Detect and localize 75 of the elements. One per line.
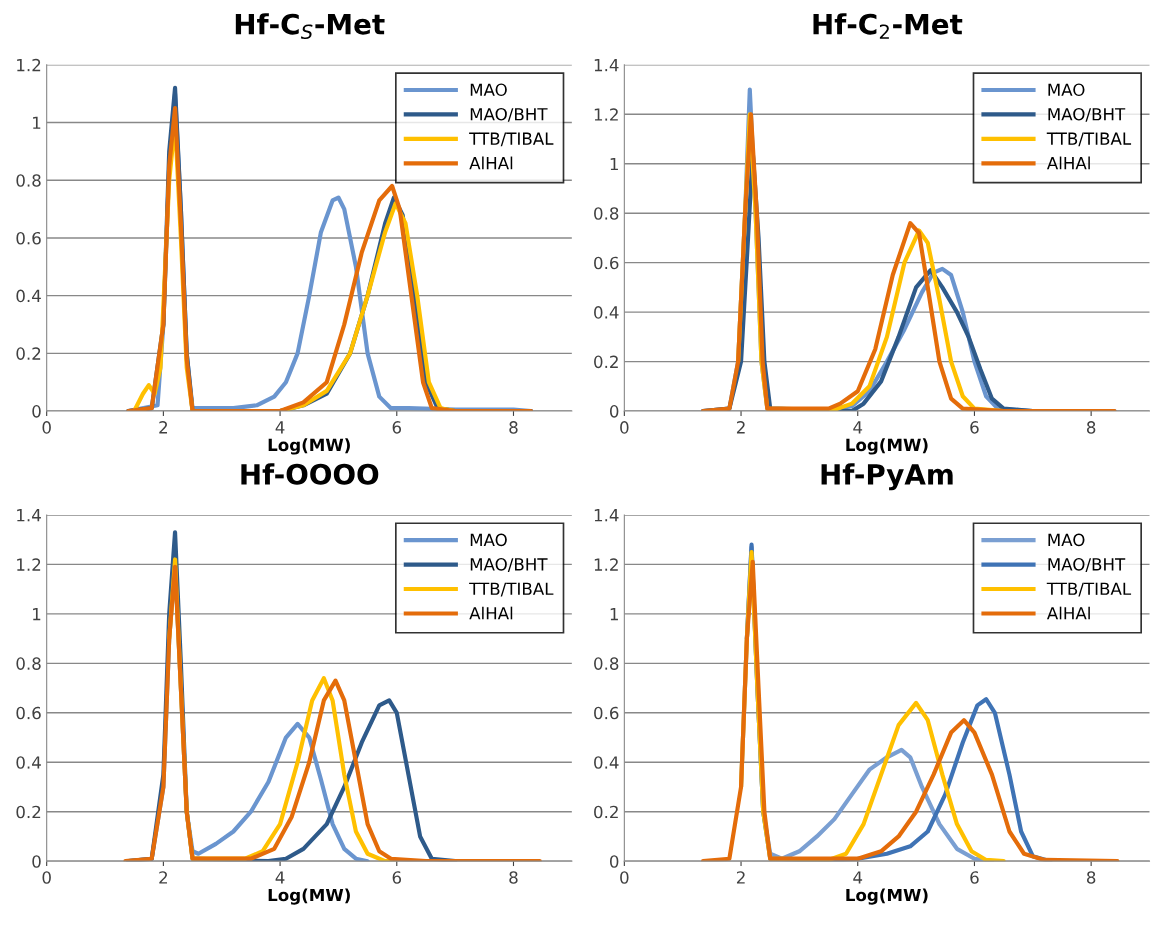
legend-label: MAO/BHT: [470, 558, 548, 572]
y-tick-label: 0.4: [594, 756, 619, 769]
legend-label: TTB/TIBAL: [1046, 132, 1132, 147]
y-tick-label: 0.2: [16, 805, 41, 819]
legend-label: AlHAl: [469, 156, 513, 170]
legend-label: TTB/TIBAL: [469, 132, 554, 147]
y-tick-label: 0.6: [16, 706, 41, 720]
y-tick-label: 1.2: [17, 58, 41, 72]
y-tick-label: 0: [609, 405, 619, 418]
y-tick-label: 1.2: [594, 108, 618, 121]
y-tick-label: 1.2: [17, 558, 41, 571]
x-tick-label: 8: [509, 421, 518, 434]
x-axis-title: Log(MW): [846, 438, 928, 455]
x-tick-label: 4: [853, 421, 863, 434]
y-tick-label: 1: [610, 157, 618, 171]
y-tick-label: 0.4: [16, 289, 41, 303]
y-tick-label: 0.2: [16, 347, 41, 360]
y-tick-label: 0.8: [594, 657, 619, 670]
x-tick-label: 8: [1086, 421, 1096, 434]
x-tick-label: 6: [392, 871, 402, 884]
legend-label: MAO: [470, 533, 507, 547]
legend-label: MAO/BHT: [470, 107, 548, 122]
legend-label: MAO: [470, 83, 507, 97]
x-tick-label: 2: [736, 871, 745, 884]
x-tick-label: 0: [42, 871, 51, 884]
legend-label: TTB/TIBAL: [469, 582, 554, 597]
legend-label: AlHAl: [469, 606, 513, 620]
y-tick-label: 1.4: [594, 59, 619, 72]
y-tick-label: 0.8: [16, 174, 41, 187]
y-tick-label: 0: [32, 405, 41, 418]
x-tick-label: 4: [275, 421, 285, 434]
x-tick-label: 2: [159, 871, 168, 884]
y-tick-label: 0: [32, 855, 41, 868]
y-tick-label: 1: [33, 116, 41, 129]
x-tick-label: 0: [620, 421, 629, 434]
legend-label: TTB/TIBAL: [1046, 582, 1132, 597]
y-tick-label: 0.4: [16, 756, 41, 769]
chart-title: Hf-C$_{S}$-Met: [235, 13, 385, 40]
x-tick-label: 0: [620, 871, 629, 884]
x-tick-label: 6: [970, 871, 979, 884]
x-tick-label: 8: [509, 871, 518, 884]
y-tick-label: 0.8: [16, 657, 41, 670]
chart-title: Hf-OOOO: [241, 463, 379, 485]
y-tick-label: 1: [610, 608, 618, 621]
y-tick-label: 1: [33, 608, 41, 621]
x-tick-label: 4: [853, 871, 863, 884]
y-tick-label: 1.2: [594, 558, 618, 571]
y-tick-label: 1.4: [594, 509, 619, 522]
y-tick-label: 0.6: [16, 231, 41, 245]
x-axis-title: Log(MW): [846, 888, 928, 905]
x-axis-title: Log(MW): [268, 888, 350, 905]
y-tick-label: 0.4: [594, 306, 619, 319]
legend-label: AlHAl: [1046, 606, 1090, 620]
x-tick-label: 4: [275, 871, 285, 884]
legend-label: MAO: [1048, 83, 1085, 97]
legend-label: MAO: [1048, 533, 1085, 547]
y-tick-label: 0.2: [594, 355, 618, 369]
x-tick-label: 2: [736, 421, 745, 434]
legend-label: MAO/BHT: [1048, 107, 1126, 122]
y-tick-label: 0.2: [594, 805, 618, 819]
x-tick-label: 6: [970, 421, 979, 434]
x-tick-label: 6: [392, 421, 402, 434]
x-tick-label: 8: [1086, 871, 1096, 884]
y-tick-label: 1.4: [17, 509, 41, 522]
x-tick-label: 0: [42, 421, 51, 434]
y-tick-label: 0.8: [594, 207, 619, 220]
legend-label: AlHAl: [1046, 156, 1090, 170]
legend-label: MAO/BHT: [1048, 558, 1126, 572]
chart-title: Hf-PyAm: [821, 463, 953, 491]
x-tick-label: 2: [159, 421, 168, 434]
chart-title: Hf-C$_{2}$-Met: [813, 13, 963, 39]
y-tick-label: 0.6: [594, 256, 619, 270]
x-axis-title: Log(MW): [268, 438, 350, 455]
y-tick-label: 0: [609, 855, 619, 868]
y-tick-label: 0.6: [594, 706, 619, 720]
